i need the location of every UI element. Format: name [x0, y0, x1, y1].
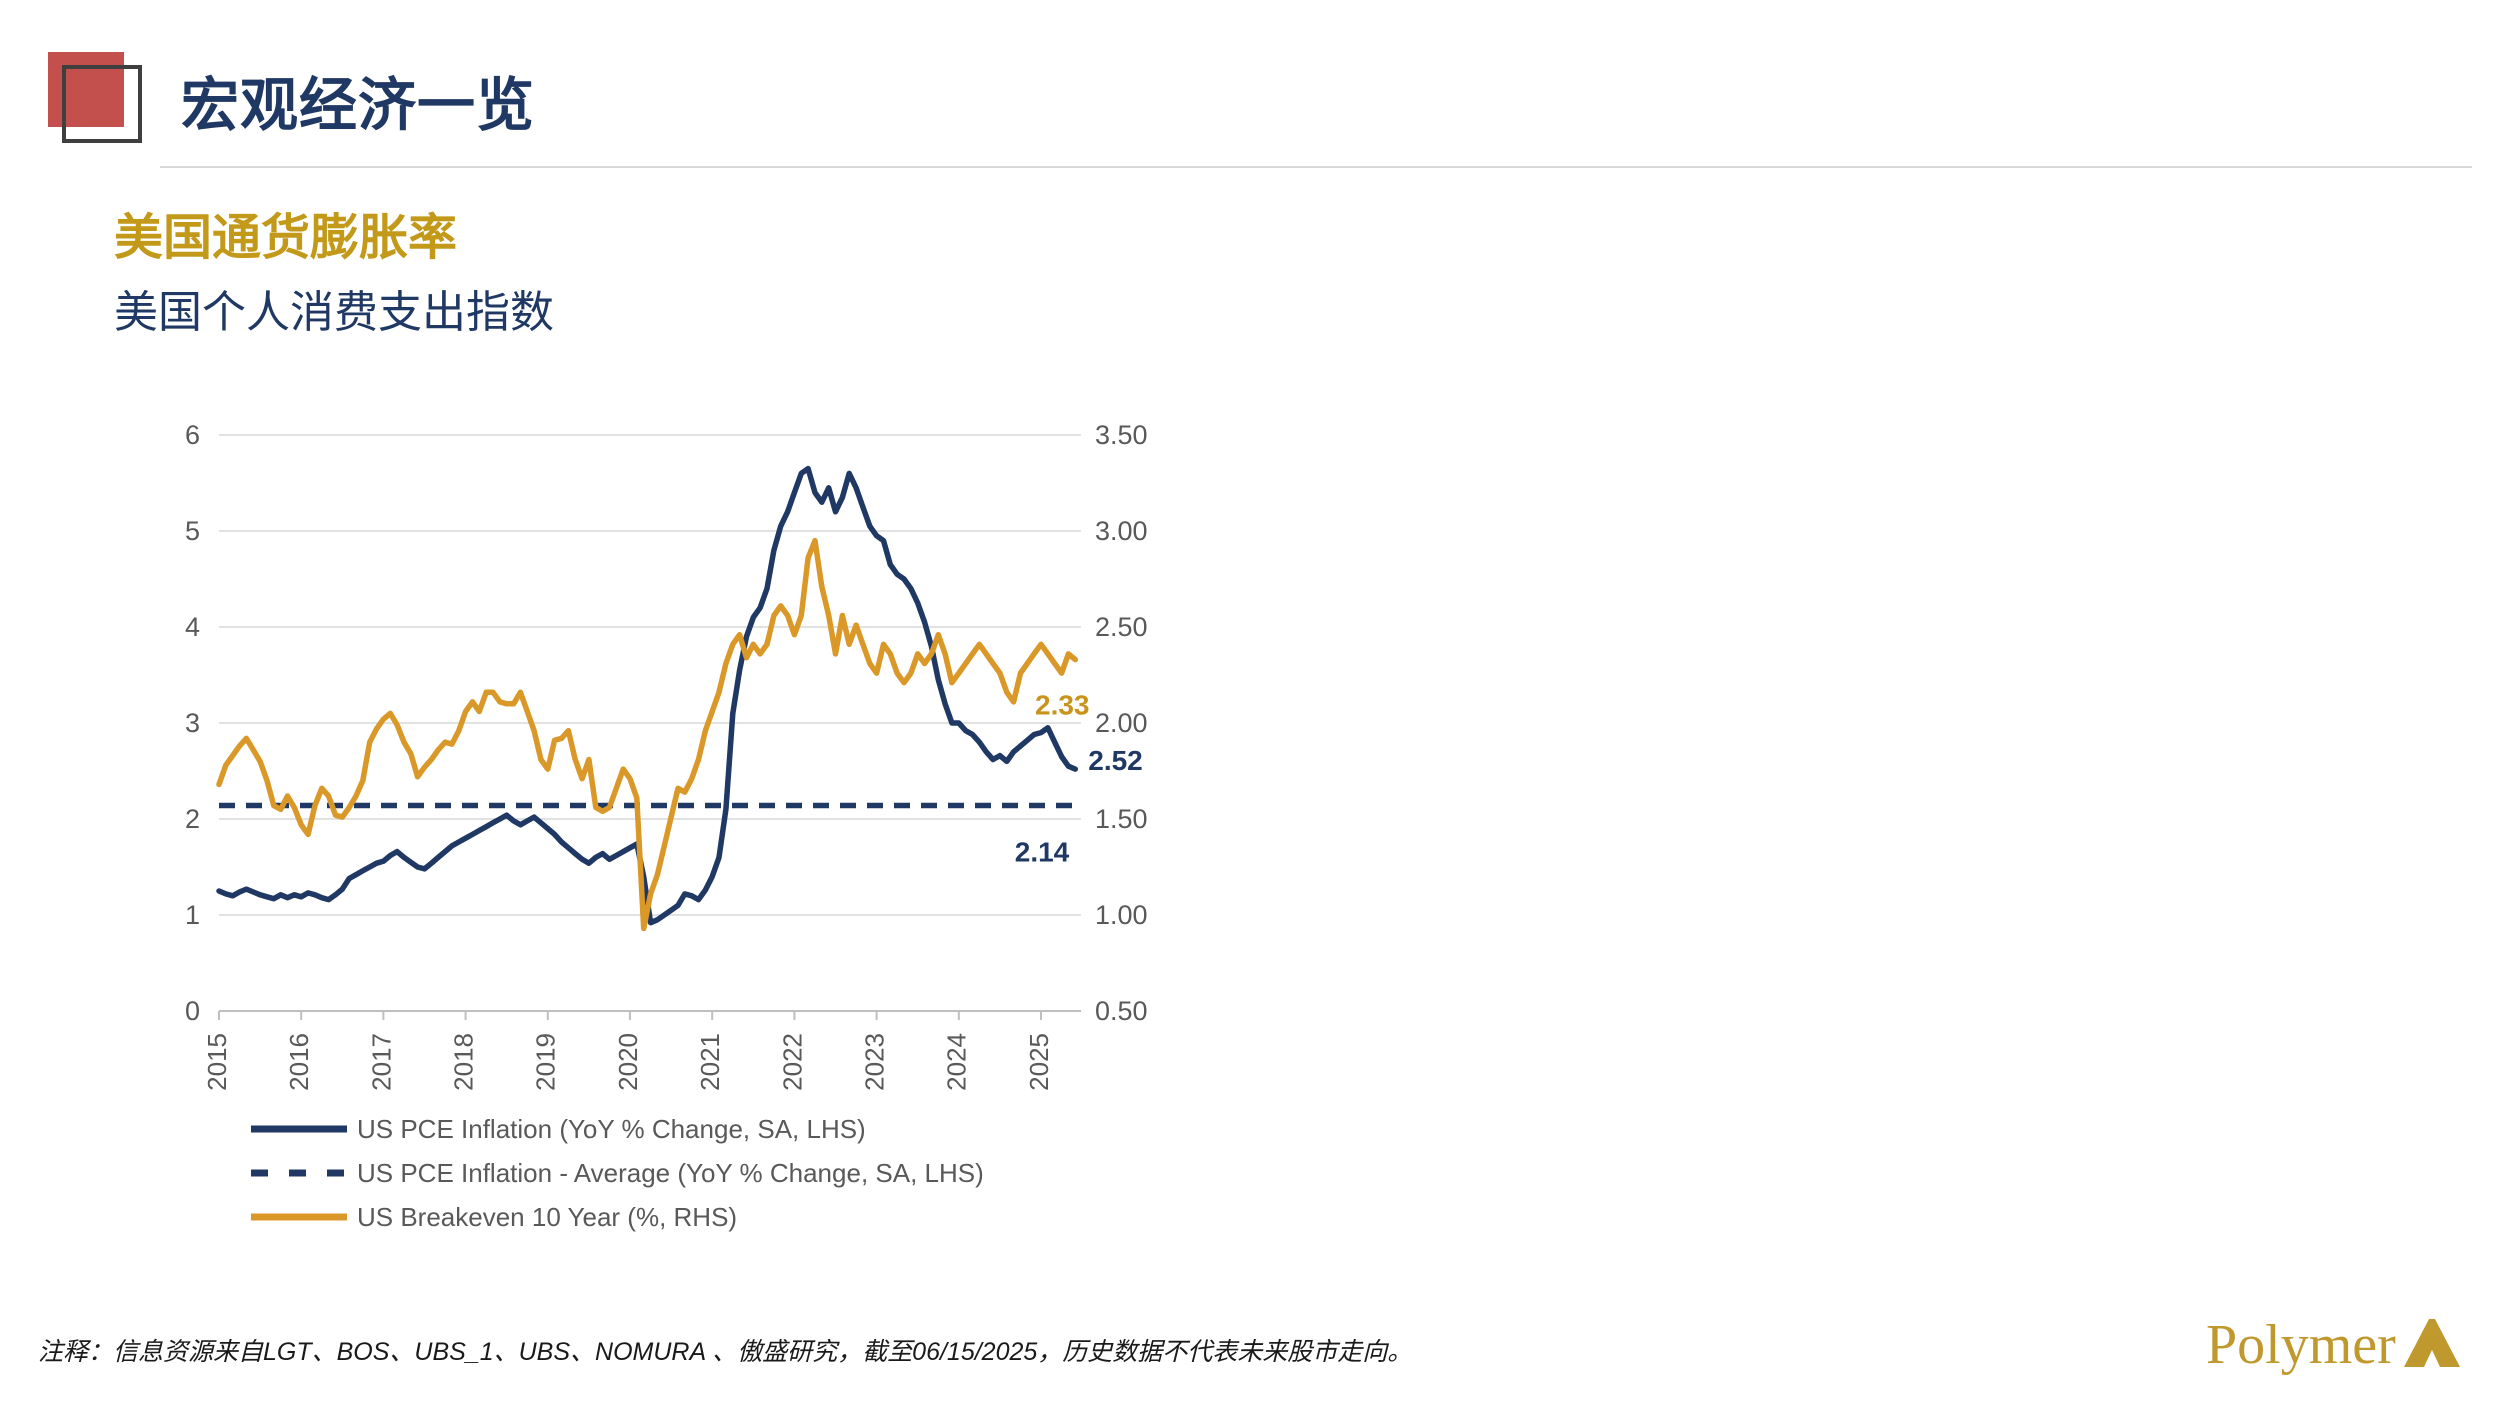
x-axis-year-label: 2017: [366, 1033, 396, 1091]
logo-red-square: [48, 52, 124, 127]
polymer-triangle-icon: [2403, 1319, 2460, 1367]
series-line-us-pce-inflation-yoy-change-sa-lhs: [216, 465, 1079, 926]
data-label-2.52: 2.52: [1088, 745, 1143, 776]
x-axis-year-label: 2015: [202, 1033, 232, 1091]
x-axis-year-label: 2020: [613, 1033, 643, 1091]
chart-canvas: 0 0.50 1 1.00 2 1.50 3 2.00 4 2.50 5 3.00 6 3.50 2015 2…: [185, 420, 1148, 1232]
x-axis-year-label: 2021: [695, 1033, 725, 1091]
company-logo-mark: [48, 52, 148, 147]
x-axis-year-label: 2024: [942, 1033, 972, 1091]
left-axis-tick-label: 0: [185, 996, 200, 1026]
pce-inflation-chart: 0 0.50 1 1.00 2 1.50 3 2.00 4 2.50 5 3.00 6 3.50 2015 2…: [150, 400, 1210, 1260]
footnote: 注释：信息资源来自LGT、BOS、UBS_1、UBS、NOMURA 、傲盛研究，…: [38, 1338, 1413, 1366]
right-axis-tick-label: 0.50: [1095, 996, 1148, 1026]
legend-label-us-breakeven-10-year-rhs: US Breakeven 10 Year (%, RHS): [357, 1202, 737, 1232]
data-label-2.14: 2.14: [1015, 837, 1070, 868]
series-line-us-breakeven-10-year-rhs: [216, 537, 1079, 932]
left-axis-tick-label: 5: [185, 516, 200, 546]
legend-label-us-pce-inflation-average-yoy-change-sa-lhs: US PCE Inflation - Average (YoY % Change…: [357, 1158, 984, 1188]
right-axis-tick-label: 2.50: [1095, 612, 1148, 642]
left-axis-tick-label: 4: [185, 612, 200, 642]
left-axis-tick-label: 6: [185, 420, 200, 450]
legend-label-us-pce-inflation-yoy-change-sa-lhs: US PCE Inflation (YoY % Change, SA, LHS): [357, 1114, 866, 1144]
data-label-2.33: 2.33: [1035, 690, 1090, 721]
x-axis-year-label: 2018: [448, 1033, 478, 1091]
polymer-logo: Polymer: [2206, 1310, 2476, 1380]
section-heading: 美国通货膨胀率: [114, 211, 458, 265]
right-axis-tick-label: 1.50: [1095, 804, 1148, 834]
logo-outline-square: [62, 65, 142, 143]
x-axis-year-label: 2023: [859, 1033, 889, 1091]
header-divider: [160, 166, 2472, 168]
page-title: 宏观经济一览: [181, 73, 536, 138]
polymer-logo-text: Polymer: [2206, 1314, 2396, 1376]
left-axis-tick-label: 1: [185, 900, 200, 930]
left-axis-tick-label: 3: [185, 708, 200, 738]
x-axis-year-label: 2016: [284, 1033, 314, 1091]
right-axis-tick-label: 3.50: [1095, 420, 1148, 450]
right-axis-tick-label: 3.00: [1095, 516, 1148, 546]
x-axis-year-label: 2019: [531, 1033, 561, 1091]
right-axis-tick-label: 1.00: [1095, 900, 1148, 930]
section-subheading: 美国个人消费支出指数: [114, 288, 554, 337]
left-axis-tick-label: 2: [185, 804, 200, 834]
x-axis-year-label: 2022: [777, 1033, 807, 1091]
right-axis-tick-label: 2.00: [1095, 708, 1148, 738]
x-axis-year-label: 2025: [1024, 1033, 1054, 1091]
